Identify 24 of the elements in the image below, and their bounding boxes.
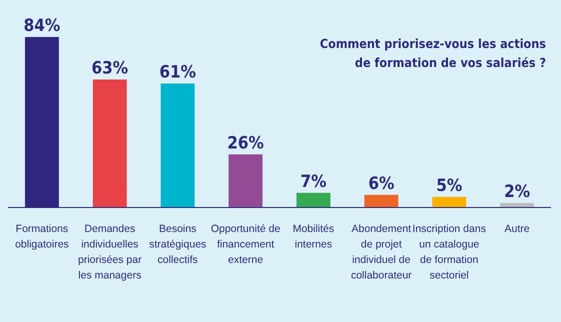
bar [296, 192, 330, 207]
bar [92, 80, 127, 207]
x-tick-label: Opportunité de financement externe [210, 223, 280, 266]
bar [432, 196, 466, 207]
data-label: 6% [368, 174, 394, 194]
x-tick-label: Formations obligatoires [15, 223, 69, 250]
text: Comment priorisez-vous les actions de formation de vos salariés ? [320, 36, 546, 70]
bar [160, 84, 195, 207]
data-label: 63% [92, 58, 128, 78]
data-label: 61% [159, 62, 196, 83]
bar [364, 194, 398, 207]
data-label: 2% [504, 182, 530, 202]
data-label: 5% [436, 176, 462, 196]
data-label: 84% [24, 16, 60, 36]
x-tick-label: Autre [504, 223, 530, 235]
x-tick-label: Inscription dans un catalogue de formation sectoriel [412, 223, 486, 282]
data-label: 26% [227, 133, 264, 154]
x-tick-label: Mobilités internes [292, 223, 334, 250]
x-tick-label: Abondement de projet individuel de collaborateur [350, 223, 412, 282]
bar [228, 154, 263, 207]
bar [500, 202, 534, 207]
x-tick-label: Besoins stratégiques collectifs [149, 223, 206, 266]
data-label: 7% [300, 172, 326, 192]
x-tick-label: Demandes individuelles priorisées par les managers [78, 223, 142, 282]
